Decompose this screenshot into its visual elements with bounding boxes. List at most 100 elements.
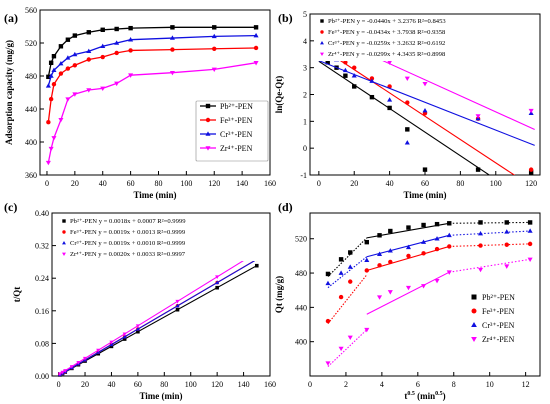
p3-series-2-point bbox=[347, 264, 353, 269]
p3-series-2-point bbox=[405, 244, 411, 250]
p3-series-1-fit-segment bbox=[449, 243, 531, 248]
p3-x-tick-label: 10 bbox=[486, 380, 494, 389]
p1-legend-entry-0: Pb²⁺-PEN y = -0.0440x + 3.2376 R²=0.8453 bbox=[328, 18, 446, 25]
p0-legend-box bbox=[195, 100, 269, 162]
p3-series-0-point bbox=[338, 257, 344, 262]
p3-series-3-point bbox=[325, 361, 331, 366]
p2-y-tick-label: 0.08 bbox=[35, 339, 49, 348]
p3-series-0-point bbox=[447, 221, 452, 226]
p0-series-0-point bbox=[253, 25, 259, 30]
p1-legend-entry-1: Fe³⁺-PEN y = -0.0434x + 3.7938 R²=0.9358 bbox=[328, 29, 446, 36]
p3-series-3-fit-segment bbox=[449, 258, 531, 273]
p1-series-3-point bbox=[422, 82, 428, 87]
p2-series-3-point bbox=[60, 370, 65, 375]
p2-y-tick-label: 0.40 bbox=[35, 209, 49, 218]
p0-series-3-point bbox=[51, 136, 57, 141]
p2-series-3-fit-line bbox=[58, 251, 258, 376]
p1-series-2-point bbox=[351, 73, 357, 78]
p0-series-3-point bbox=[48, 146, 54, 152]
p1-legend-marker-2 bbox=[320, 40, 324, 45]
p3-series-3-point bbox=[477, 267, 484, 273]
p0-series-0-point bbox=[51, 54, 57, 59]
p1-panel-label: (b) bbox=[278, 11, 293, 25]
p1-y-tick-label: 3 bbox=[303, 64, 307, 73]
p3-legend-marker-0 bbox=[471, 294, 477, 300]
p3-y-tick-label: 440 bbox=[295, 303, 307, 312]
p3-series-3-point bbox=[446, 270, 452, 275]
p2-x-tick-label: 140 bbox=[238, 380, 250, 389]
p3-series-3-point bbox=[527, 257, 533, 262]
p3-series-1-point bbox=[447, 244, 452, 249]
p3-series-0-point bbox=[478, 220, 483, 225]
p3-x-tick-label: 4 bbox=[380, 380, 384, 389]
p3-series-3-point bbox=[387, 290, 393, 295]
p0-y-tick-label: 400 bbox=[25, 138, 37, 147]
p1-series-3-point bbox=[475, 114, 481, 119]
p2-series-3-point bbox=[135, 324, 140, 328]
p0-series-2-point bbox=[45, 83, 51, 88]
p0-series-3-point bbox=[65, 97, 71, 102]
p0-series-1-point bbox=[48, 96, 54, 102]
p2-series-2-point bbox=[215, 280, 220, 285]
p2-series-0-point bbox=[175, 307, 180, 312]
p3-legend-entry-2: Cr³⁺-PEN bbox=[482, 321, 515, 330]
p3-series-0-fit-segment bbox=[327, 237, 368, 277]
p1-legend-entry-2: Cr³⁺-PEN y = -0.0259x + 3.2632 R²=0.6192 bbox=[328, 40, 445, 47]
p0-x-tick-label: 160 bbox=[264, 179, 276, 188]
p3-x-tick-label: 6 bbox=[416, 380, 420, 389]
p3-series-2-fit-segment bbox=[327, 256, 368, 289]
p1-legend-entry-3: Zr⁴⁺-PEN y = -0.0299x + 4.3435 R²=0.8998 bbox=[328, 51, 446, 58]
p0-panel-label: (a) bbox=[4, 11, 18, 25]
p2-legend-entry-0: Pb²⁺-PEN y = 0.0018x + 0.0007 R²=0.9999 bbox=[70, 218, 186, 225]
p2-y-axis-label: t/Qt bbox=[12, 287, 22, 303]
p1-series-0-point bbox=[405, 127, 410, 132]
p0-x-tick-label: 120 bbox=[208, 179, 220, 188]
p0-series-3-point bbox=[58, 117, 64, 123]
p1-series-1-point bbox=[369, 76, 375, 81]
p0-x-tick-label: 0 bbox=[45, 179, 49, 188]
p0-legend-entry-3: Zr⁴⁺-PEN bbox=[220, 144, 253, 153]
p3-series-1-point bbox=[478, 243, 483, 248]
p1-series-1-point bbox=[405, 100, 410, 105]
p3-series-3-point bbox=[364, 327, 370, 333]
p2-series-3-point bbox=[82, 356, 88, 361]
p1-y-tick-label: 2 bbox=[303, 91, 307, 100]
p3-series-0-point bbox=[325, 271, 331, 277]
p2-y-tick-label: 0.16 bbox=[35, 307, 49, 316]
p3-series-1-point bbox=[338, 294, 344, 300]
p3-series-3-point bbox=[421, 284, 427, 289]
p2-series-3-point bbox=[215, 275, 220, 280]
p3-series-0-point bbox=[504, 220, 509, 225]
p0-x-tick-label: 60 bbox=[127, 179, 135, 188]
p0-series-3-point bbox=[253, 61, 259, 66]
p1-series-3-point bbox=[404, 76, 410, 82]
p1-x-tick-label: 0 bbox=[317, 179, 321, 188]
p0-x-axis-label: Time (min) bbox=[133, 190, 176, 200]
p3-y-tick-label: 480 bbox=[295, 269, 307, 278]
p1-y-tick-label: 1 bbox=[303, 117, 307, 126]
p0-y-tick-label: 360 bbox=[25, 171, 37, 180]
p3-series-0-fit-segment bbox=[449, 221, 531, 224]
p2-series-3-point bbox=[96, 348, 101, 353]
p0-series-0-point bbox=[65, 37, 71, 42]
p0-series-0-point bbox=[114, 26, 119, 32]
p2-legend-marker-1 bbox=[62, 230, 66, 234]
p0-series-0-point bbox=[170, 25, 175, 30]
p3-series-3-point bbox=[338, 346, 344, 352]
p0-legend-entry-1: Fe³⁺-PEN bbox=[220, 116, 253, 125]
p3-series-2-point bbox=[446, 232, 452, 238]
p0-series-3-point bbox=[72, 92, 78, 97]
p0-series-1-point bbox=[100, 54, 105, 60]
p3-legend-entry-1: Fe³⁺-PEN bbox=[482, 307, 515, 316]
p2-series-2-fit-line bbox=[58, 258, 258, 376]
p1-x-tick-label: 20 bbox=[350, 179, 358, 188]
p3-y-tick-label: 400 bbox=[295, 338, 307, 347]
p1-series-1-point bbox=[343, 60, 348, 65]
p0-series-2-point bbox=[65, 55, 71, 60]
p2-y-tick-label: 0.32 bbox=[35, 242, 49, 251]
p3-series-2-point bbox=[421, 239, 427, 244]
p1-series-1-point bbox=[352, 65, 357, 70]
p0-series-0-point bbox=[128, 25, 133, 31]
p0-y-axis-label: Adsorption capacity (mg/g) bbox=[4, 40, 14, 145]
p3-legend-marker-3 bbox=[471, 337, 477, 342]
